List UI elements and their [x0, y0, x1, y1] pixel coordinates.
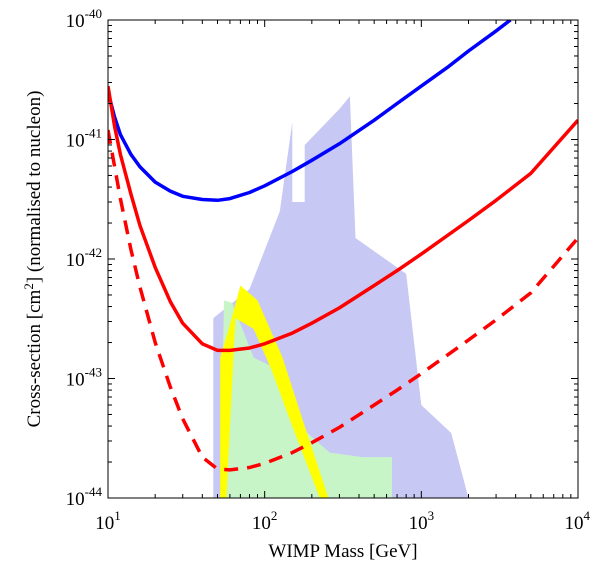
y-tick-base: 10 — [66, 370, 85, 391]
limit-curves — [108, 20, 578, 472]
y-tick-label: 10-40 — [66, 6, 102, 32]
y-tick-exponent: -41 — [85, 126, 102, 141]
y-tick-base: 10 — [66, 250, 85, 271]
y-axis-title: Cross-section [cm2] (normalised to nucle… — [21, 91, 45, 428]
x-tick-base: 10 — [409, 513, 428, 534]
x-tick-base: 10 — [252, 513, 271, 534]
allowed-region-1 — [220, 300, 392, 498]
x-tick-base: 10 — [565, 513, 584, 534]
x-tick-label: 101 — [95, 508, 121, 534]
x-tick-label: 103 — [409, 508, 435, 534]
y-axis-title-superscript: 2 — [21, 283, 36, 290]
x-tick-exponent: 1 — [114, 508, 121, 523]
x-tick-labels: 101 102 103 104 — [95, 508, 590, 534]
x-tick-exponent: 3 — [428, 508, 435, 523]
y-tick-exponent: -40 — [85, 6, 102, 21]
y-tick-base: 10 — [66, 11, 85, 32]
y-tick-label: 10-41 — [66, 126, 102, 152]
x-tick-label: 104 — [565, 508, 591, 534]
allowed-region-2 — [220, 285, 329, 498]
x-tick-label: 102 — [252, 508, 278, 534]
y-tick-exponent: -44 — [85, 484, 103, 499]
y-tick-exponent: -43 — [85, 365, 102, 380]
y-tick-label: 10-44 — [66, 484, 103, 510]
axis-ticks — [107, 19, 579, 499]
y-axis-title-part1: Cross-section [cm — [24, 289, 45, 427]
y-tick-label: 10-42 — [66, 245, 102, 271]
allowed-regions — [213, 96, 469, 498]
x-tick-base: 10 — [95, 513, 114, 534]
y-axis-title-part2: ] (normalised to nucleon) — [24, 91, 45, 284]
x-axis-title: WIMP Mass [GeV] — [268, 541, 417, 562]
limit-curve-0 — [108, 20, 512, 203]
limit-curve-2 — [108, 129, 578, 472]
y-tick-base: 10 — [66, 489, 85, 510]
x-tick-exponent: 4 — [584, 508, 591, 523]
limit-curve-1 — [108, 85, 578, 353]
y-tick-exponent: -42 — [85, 245, 102, 260]
y-tick-base: 10 — [66, 131, 85, 152]
y-tick-label: 10-43 — [66, 365, 102, 391]
x-tick-exponent: 2 — [271, 508, 278, 523]
